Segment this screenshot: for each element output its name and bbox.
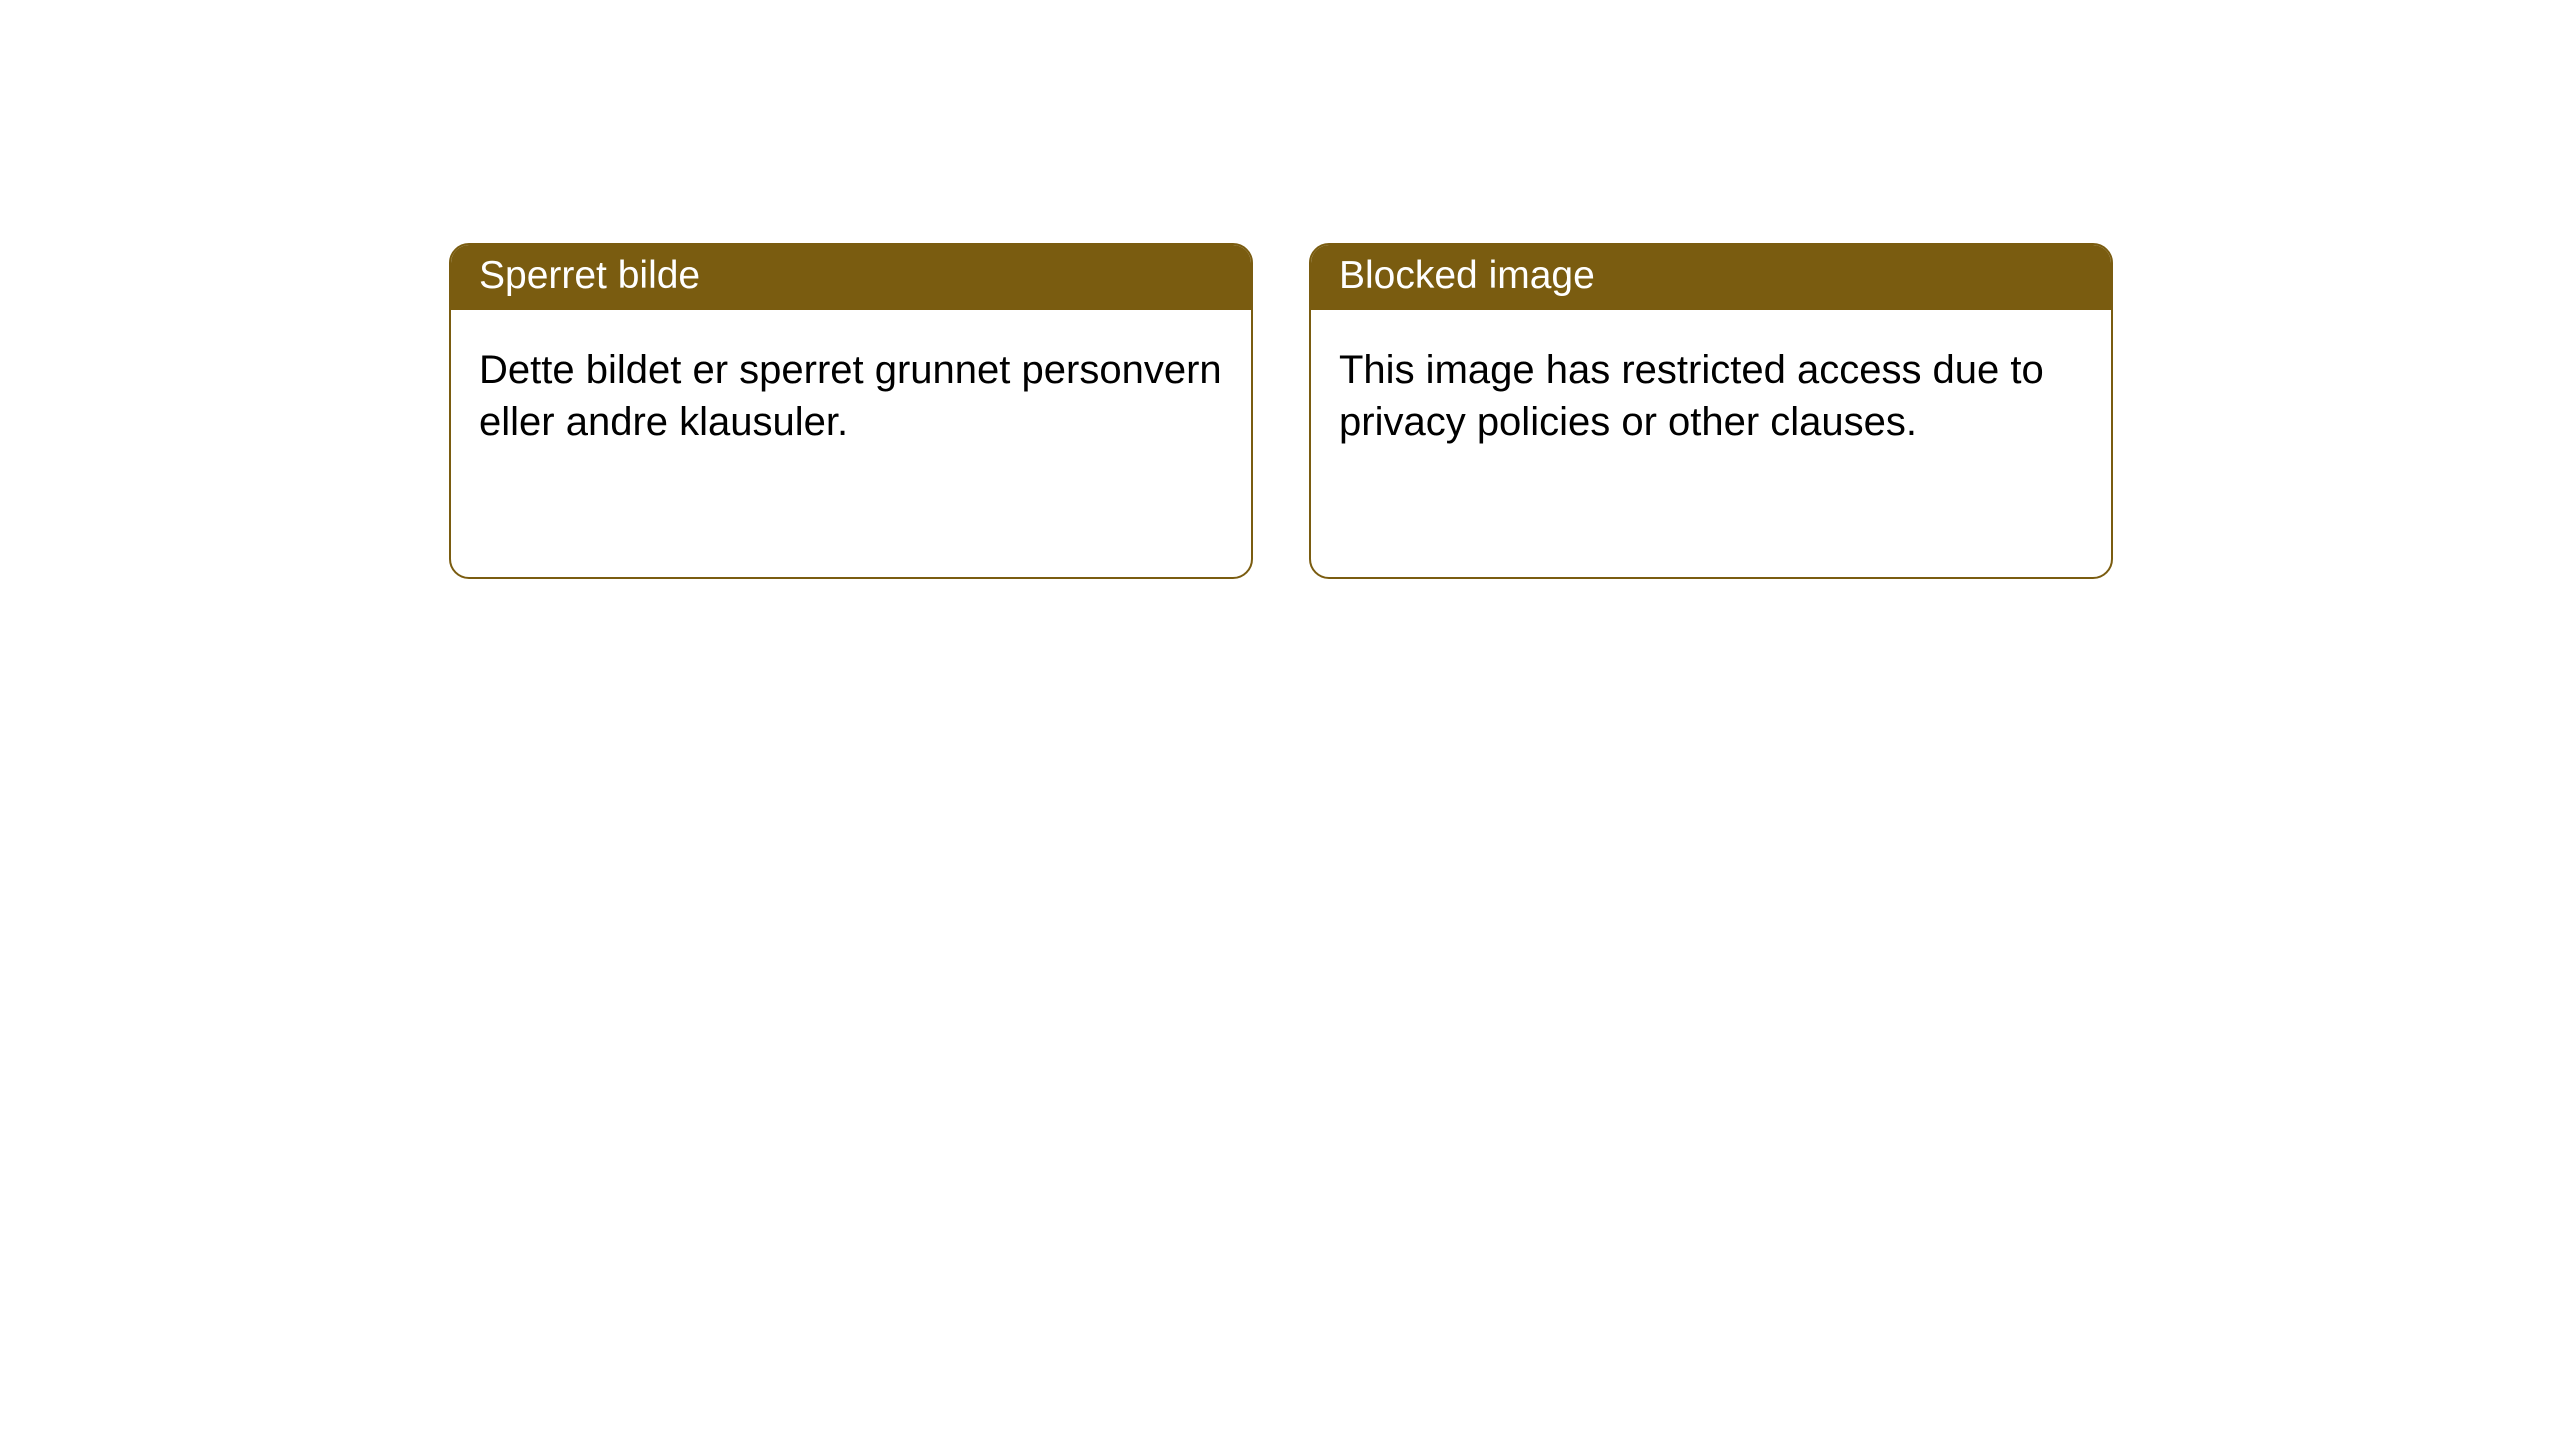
notice-card-norwegian: Sperret bilde Dette bildet er sperret gr… [449,243,1253,579]
card-body: This image has restricted access due to … [1311,310,2111,482]
notice-card-english: Blocked image This image has restricted … [1309,243,2113,579]
notice-container: Sperret bilde Dette bildet er sperret gr… [0,0,2560,579]
card-header-text: Blocked image [1339,254,1595,297]
card-body-text: This image has restricted access due to … [1339,348,2044,444]
card-header: Blocked image [1311,245,2111,310]
card-body: Dette bildet er sperret grunnet personve… [451,310,1251,482]
card-header-text: Sperret bilde [479,254,700,297]
card-header: Sperret bilde [451,245,1251,310]
card-body-text: Dette bildet er sperret grunnet personve… [479,348,1222,444]
